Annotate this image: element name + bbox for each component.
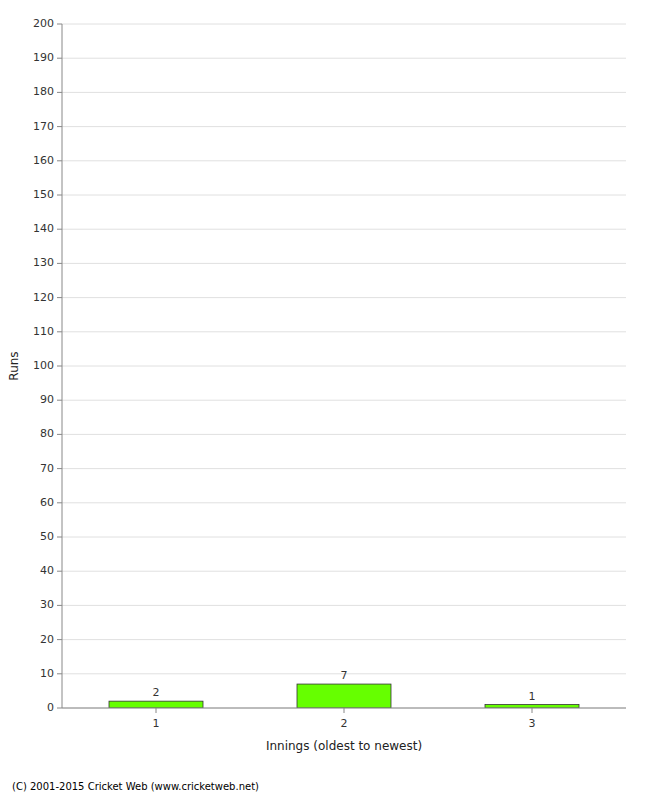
data-label: 2: [153, 686, 160, 699]
x-tick: [344, 708, 345, 713]
grid-line: [62, 434, 626, 435]
y-tick-label: 180: [33, 85, 54, 98]
y-tick: [57, 708, 62, 709]
x-axis-title: Innings (oldest to newest): [266, 739, 422, 753]
grid-line: [62, 229, 626, 230]
grid-line: [62, 297, 626, 298]
grid-line: [62, 126, 626, 127]
y-tick-label: 10: [40, 667, 54, 680]
y-tick: [57, 366, 62, 367]
y-tick: [57, 605, 62, 606]
bar: [109, 701, 203, 708]
y-tick: [57, 229, 62, 230]
x-tick: [532, 708, 533, 713]
x-tick-label: 2: [341, 717, 348, 730]
y-tick-label: 130: [33, 256, 54, 269]
y-tick: [57, 263, 62, 264]
grid-line: [62, 605, 626, 606]
y-tick: [57, 639, 62, 640]
y-tick: [57, 400, 62, 401]
y-tick: [57, 537, 62, 538]
y-tick-label: 90: [40, 393, 54, 406]
data-label: 1: [529, 690, 536, 703]
y-tick-label: 110: [33, 325, 54, 338]
grid-line: [62, 331, 626, 332]
grid-line: [62, 92, 626, 93]
grid-line: [62, 639, 626, 640]
grid-line: [62, 537, 626, 538]
x-tick-label: 3: [529, 717, 536, 730]
y-tick-label: 120: [33, 291, 54, 304]
bars: [109, 684, 579, 708]
y-tick-label: 190: [33, 51, 54, 64]
y-tick: [57, 434, 62, 435]
y-tick-label: 0: [47, 701, 54, 714]
y-tick: [57, 92, 62, 93]
y-tick: [57, 297, 62, 298]
y-tick: [57, 571, 62, 572]
y-tick-label: 170: [33, 120, 54, 133]
grid-line: [62, 400, 626, 401]
x-axis: 1 2 3: [153, 708, 536, 730]
grid-line: [62, 366, 626, 367]
y-axis: 0 10 20 30 40 50 60 70 80 90 100 110 120 130 140 150 160…: [33, 17, 62, 714]
y-axis-line: [62, 24, 63, 708]
y-tick-label: 60: [40, 496, 54, 509]
grid-line: [62, 502, 626, 503]
y-tick: [57, 24, 62, 25]
y-tick: [57, 58, 62, 59]
bar: [297, 684, 391, 708]
y-tick: [57, 502, 62, 503]
grid: [62, 24, 626, 708]
y-tick-label: 150: [33, 188, 54, 201]
y-tick-label: 160: [33, 154, 54, 167]
data-labels: 2 7 1: [153, 669, 536, 703]
y-tick-label: 100: [33, 359, 54, 372]
y-tick-label: 50: [40, 530, 54, 543]
y-tick: [57, 126, 62, 127]
chart-svg: 0 10 20 30 40 50 60 70 80 90 100 110 120 130 140 150 160…: [0, 0, 650, 800]
y-tick: [57, 468, 62, 469]
y-tick-label: 200: [33, 17, 54, 30]
y-tick-label: 70: [40, 462, 54, 475]
y-tick-label: 20: [40, 633, 54, 646]
bar: [485, 705, 579, 708]
y-tick-label: 80: [40, 427, 54, 440]
grid-line: [62, 571, 626, 572]
footer-text: (C) 2001-2015 Cricket Web (www.cricketwe…: [12, 781, 259, 792]
grid-line: [62, 263, 626, 264]
y-tick: [57, 673, 62, 674]
grid-line: [62, 160, 626, 161]
x-tick-label: 1: [153, 717, 160, 730]
y-tick: [57, 160, 62, 161]
grid-line: [62, 58, 626, 59]
y-tick-label: 140: [33, 222, 54, 235]
data-label: 7: [341, 669, 348, 682]
grid-line: [62, 195, 626, 196]
chart-container: 0 10 20 30 40 50 60 70 80 90 100 110 120 130 140 150 160…: [0, 0, 650, 800]
y-tick-label: 30: [40, 598, 54, 611]
grid-line: [62, 24, 626, 25]
y-tick: [57, 195, 62, 196]
grid-line: [62, 468, 626, 469]
y-tick-label: 40: [40, 564, 54, 577]
y-tick: [57, 331, 62, 332]
y-axis-title: Runs: [7, 351, 21, 380]
x-tick: [156, 708, 157, 713]
